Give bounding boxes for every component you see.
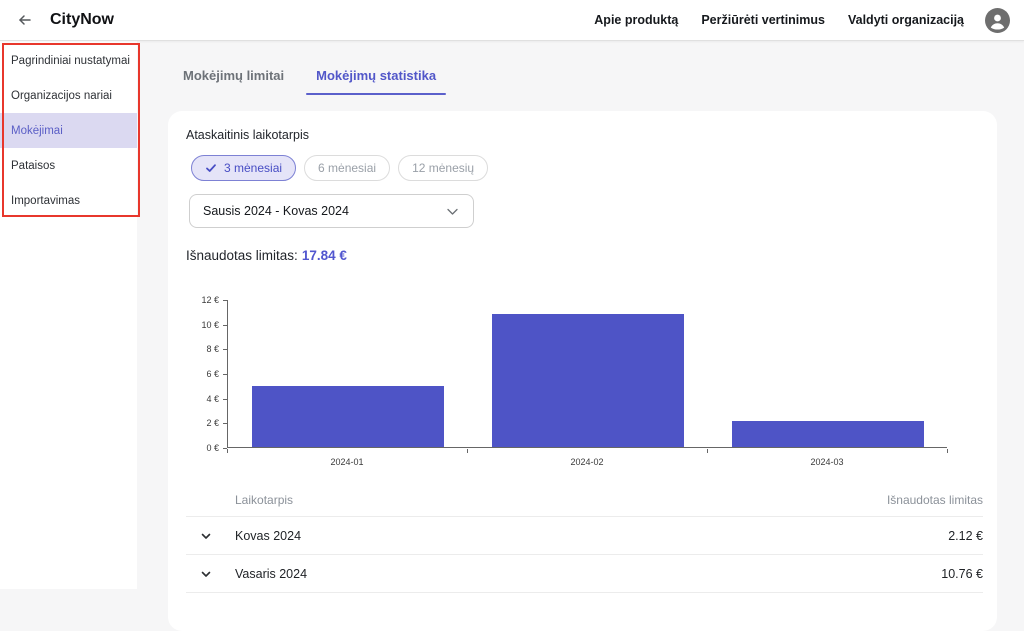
y-axis-tick-label: 8 € <box>206 344 219 355</box>
chip-6-months[interactable]: 6 mėnesiai <box>304 155 391 181</box>
chip-3-months[interactable]: 3 mėnesiai <box>191 155 297 181</box>
y-axis-tick-label: 0 € <box>206 443 219 453</box>
used-limit-label: Išnaudotas limitas: <box>186 248 298 263</box>
x-axis-tick <box>707 449 708 453</box>
y-axis-tick <box>223 448 227 449</box>
y-axis-tick <box>223 374 227 375</box>
period-range-value: Sausis 2024 - Kovas 2024 <box>203 204 349 218</box>
y-axis-tick <box>223 324 227 326</box>
user-avatar[interactable] <box>985 7 1010 33</box>
column-header-used-limit: Išnaudotas limitas <box>886 493 983 507</box>
nav-view-ratings[interactable]: Peržiūrėti vertinimus <box>701 13 825 27</box>
statistics-card: Ataskaitinis laikotarpis 3 mėnesiai 6 mė… <box>168 111 997 631</box>
table-row[interactable]: Kovas 2024 2.12 € <box>186 517 983 555</box>
sidebar-item-corrections[interactable]: Pataisos <box>11 159 56 172</box>
row-period: Vasaris 2024 <box>235 566 308 581</box>
chart-bar-2024-01[interactable] <box>252 385 444 447</box>
used-limit-value: 17.84 € <box>301 248 347 263</box>
chip-12-months[interactable]: 12 mėnesių <box>398 155 489 181</box>
y-axis-tick-label: 12 € <box>201 295 219 305</box>
sidebar-item-payments[interactable]: Mokėjimai <box>0 113 137 148</box>
table-row[interactable]: Vasaris 2024 10.76 € <box>186 555 983 593</box>
row-value: 10.76 € <box>941 566 983 581</box>
y-axis-tick <box>223 349 227 351</box>
chip-3-months-label: 3 mėnesiai <box>224 161 283 175</box>
x-axis-tick <box>227 449 228 453</box>
x-axis-tick-label: 2024-02 <box>570 457 604 467</box>
y-axis-tick-label: 4 € <box>206 393 219 404</box>
tab-payment-limits[interactable]: Mokėjimų limitai <box>183 68 285 83</box>
reporting-period-label: Ataskaitinis laikotarpis <box>186 128 309 142</box>
chart-bar-2024-03[interactable] <box>732 420 924 447</box>
x-axis-tick-label: 2024-03 <box>810 457 844 467</box>
y-axis-tick-label: 10 € <box>201 319 219 330</box>
chevron-down-icon <box>447 208 458 215</box>
settings-sidebar: Pagrindiniai nustatymai Organizacijos na… <box>0 41 137 589</box>
column-header-period: Laikotarpis <box>235 493 294 507</box>
payments-tabs: Mokėjimų limitai Mokėjimų statistika <box>183 68 447 95</box>
tab-payment-statistics[interactable]: Mokėjimų statistika <box>306 68 447 95</box>
x-axis-tick <box>947 449 948 453</box>
y-axis-tick <box>223 423 227 425</box>
sidebar-item-organization-members[interactable]: Organizacijos nariai <box>11 89 112 102</box>
period-chip-group: 3 mėnesiai 6 mėnesiai 12 mėnesių <box>191 155 983 181</box>
y-axis-tick-label: 6 € <box>206 369 219 379</box>
nav-manage-organization[interactable]: Valdyti organizaciją <box>847 13 964 27</box>
expand-chevron-icon[interactable] <box>200 529 214 543</box>
bar-chart-plot <box>227 300 947 448</box>
sidebar-item-main-settings[interactable]: Pagrindiniai nustatymai <box>11 54 130 67</box>
monthly-usage-table: Laikotarpis Išnaudotas limitas Kovas 202… <box>186 484 983 593</box>
table-header-row: Laikotarpis Išnaudotas limitas <box>186 484 983 517</box>
nav-about-product[interactable]: Apie produktą <box>594 13 679 27</box>
row-period: Kovas 2024 <box>235 528 302 543</box>
row-value: 2.12 € <box>948 528 983 543</box>
chip-12-months-label: 12 mėnesių <box>412 161 475 175</box>
back-arrow-icon[interactable] <box>15 10 35 30</box>
top-header: CityNow Apie produktą Peržiūrėti vertini… <box>0 0 1024 41</box>
used-limit-summary: Išnaudotas limitas: 17.84 € <box>186 248 983 263</box>
sidebar-item-import[interactable]: Importavimas <box>11 194 81 207</box>
app-title: CityNow <box>50 11 114 28</box>
x-axis-tick <box>467 449 468 453</box>
bar-chart: 0 € 2 € 4 € 6 € 8 € 10 € 12 € 2024-01 2024-02 202… <box>186 295 983 474</box>
x-axis-tick-label: 2024-01 <box>330 457 364 467</box>
expand-chevron-icon[interactable] <box>200 567 214 581</box>
payments-statistics-page: { "header": { "title": "CityNow", "nav":… <box>0 0 1024 593</box>
y-axis-tick <box>223 398 227 400</box>
check-icon <box>206 164 216 172</box>
y-axis-tick-label: 2 € <box>206 418 219 429</box>
period-range-dropdown[interactable]: Sausis 2024 - Kovas 2024 <box>189 194 474 228</box>
chip-6-months-label: 6 mėnesiai <box>318 161 377 175</box>
y-axis-tick <box>223 300 227 301</box>
chart-bar-2024-02[interactable] <box>492 314 684 447</box>
